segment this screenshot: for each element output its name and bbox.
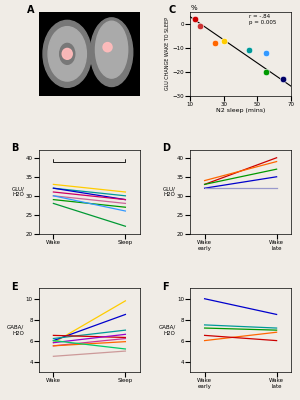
Point xyxy=(198,23,203,30)
Ellipse shape xyxy=(43,20,92,87)
Ellipse shape xyxy=(90,18,133,86)
X-axis label: N2 sleep (mins): N2 sleep (mins) xyxy=(216,108,265,113)
Y-axis label: GABA/
H2O: GABA/ H2O xyxy=(158,325,176,336)
Text: C: C xyxy=(168,5,175,15)
Text: r = -.84
p = 0.005: r = -.84 p = 0.005 xyxy=(249,14,276,25)
Text: F: F xyxy=(162,282,169,292)
Text: %: % xyxy=(190,5,197,11)
Text: A: A xyxy=(27,5,34,15)
Y-axis label: GLU/
H2O: GLU/ H2O xyxy=(163,186,176,198)
Text: E: E xyxy=(11,282,17,292)
Ellipse shape xyxy=(103,42,112,52)
Ellipse shape xyxy=(95,21,128,78)
Ellipse shape xyxy=(60,43,75,64)
Point xyxy=(263,50,268,56)
Y-axis label: GLU CHANGE WAKE TO SLEEP: GLU CHANGE WAKE TO SLEEP xyxy=(164,17,169,90)
Y-axis label: GLU/
H2O: GLU/ H2O xyxy=(11,186,24,198)
Point xyxy=(221,38,226,44)
Y-axis label: GABA/
H2O: GABA/ H2O xyxy=(7,325,24,336)
Point xyxy=(280,76,285,82)
Text: D: D xyxy=(162,144,170,154)
Point xyxy=(263,69,268,75)
Ellipse shape xyxy=(62,48,72,59)
Point xyxy=(193,16,198,22)
Ellipse shape xyxy=(48,27,86,81)
Text: B: B xyxy=(11,144,18,154)
Point xyxy=(247,47,251,54)
Point xyxy=(213,40,218,46)
